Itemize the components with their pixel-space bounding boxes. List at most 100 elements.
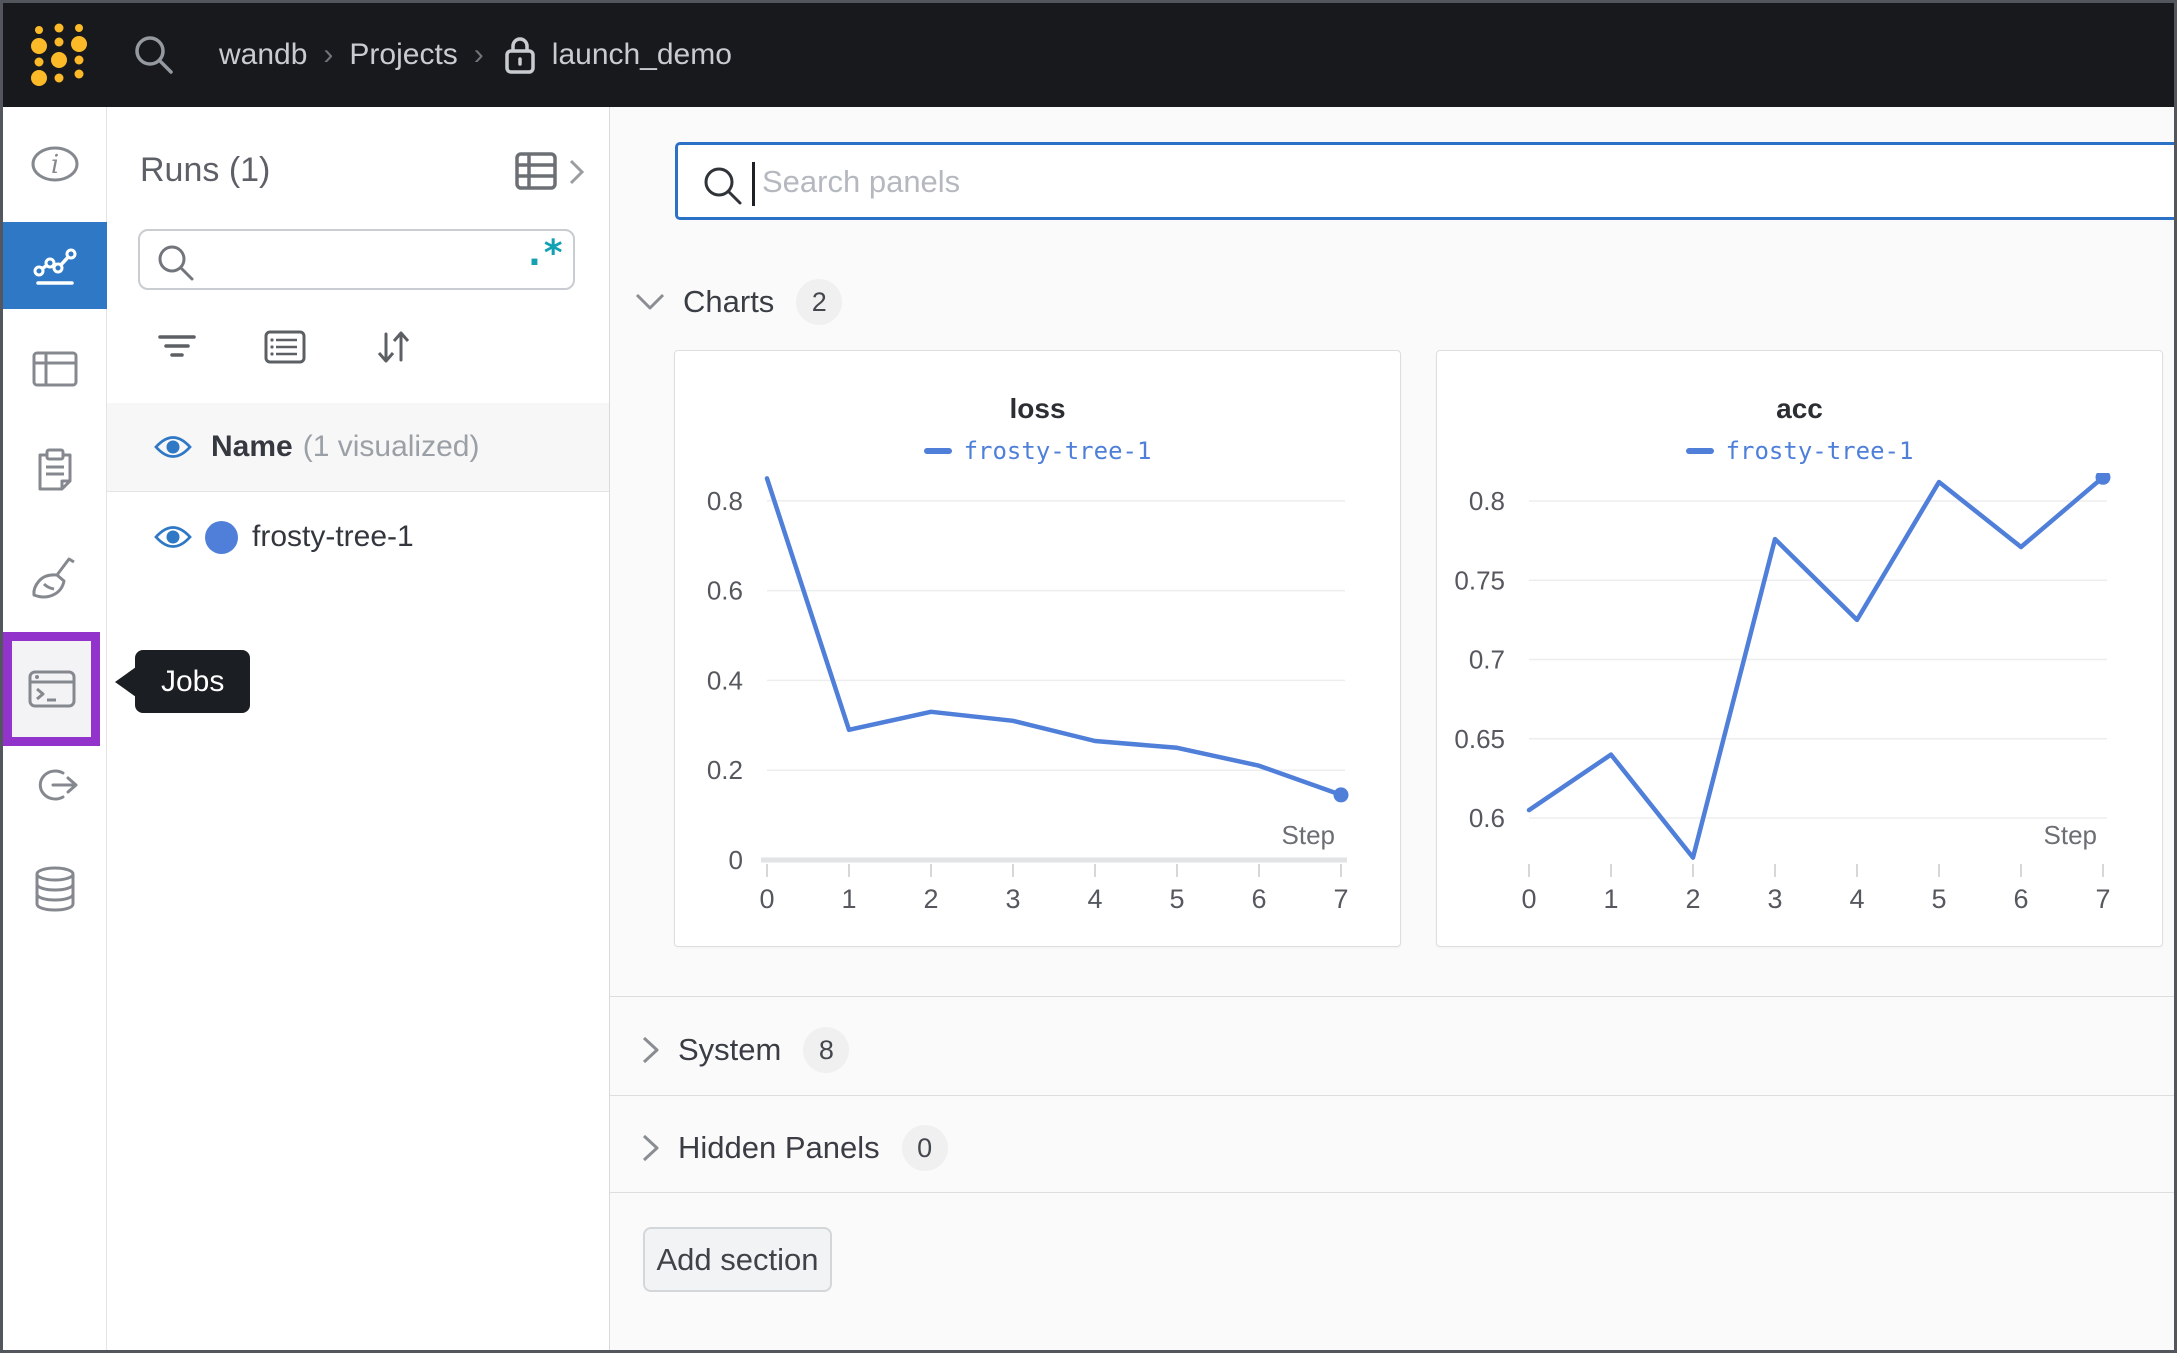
svg-text:0.6: 0.6	[1469, 803, 1505, 833]
divider	[610, 1095, 2174, 1096]
add-section-button[interactable]: Add section	[643, 1227, 832, 1292]
filter-button[interactable]	[147, 317, 207, 377]
panel-search-box	[675, 142, 2177, 220]
runs-search-input[interactable]	[210, 235, 500, 285]
chart-title: loss	[675, 393, 1400, 425]
runs-panel-title: Runs (1)	[140, 151, 270, 190]
runs-header-row[interactable]: Name (1 visualized)	[107, 403, 609, 491]
charts-row: loss frosty-tree-1 0 0.2 0.4 0.6 0.8 0 1 2 3 4 5 6 7…	[674, 350, 2163, 947]
sidebar-item-overview[interactable]: i	[3, 120, 107, 207]
acc-line-chart: 0.60.650.70.750.801234567Step	[1437, 473, 2164, 933]
runs-visualized-count: (1 visualized)	[303, 430, 480, 464]
regex-toggle-icon[interactable]: .*	[524, 233, 561, 274]
expand-runs-table-button[interactable]	[515, 151, 587, 193]
info-icon: i	[30, 144, 80, 184]
svg-text:i: i	[51, 150, 59, 180]
chevron-right-icon	[640, 1033, 662, 1067]
sidebar-item-workspace[interactable]	[3, 222, 107, 309]
section-hidden-panels[interactable]: Hidden Panels 0	[640, 1125, 948, 1171]
breadcrumb: wandb › Projects › launch_demo	[219, 33, 732, 77]
chart-panel-acc[interactable]: acc frosty-tree-1 0.60.650.70.750.801234…	[1436, 350, 2163, 947]
svg-text:2: 2	[923, 884, 938, 914]
section-system[interactable]: System 8	[640, 1027, 849, 1073]
breadcrumb-projects[interactable]: Projects	[349, 38, 457, 72]
section-system-count: 8	[803, 1027, 849, 1073]
svg-text:5: 5	[1931, 884, 1946, 914]
sidebar-item-jobs[interactable]	[3, 632, 100, 746]
clipboard-icon	[32, 447, 78, 495]
list-icon	[264, 330, 306, 364]
runs-table-icon	[515, 151, 565, 193]
search-icon	[156, 243, 196, 283]
sidebar-item-tables[interactable]	[3, 325, 107, 412]
svg-text:5: 5	[1169, 884, 1184, 914]
sidebar-item-reports[interactable]	[3, 427, 107, 514]
divider	[610, 996, 2174, 997]
text-cursor	[752, 162, 755, 206]
chevron-right-icon	[567, 155, 587, 189]
chevron-right-icon: ›	[474, 38, 484, 72]
svg-text:0.2: 0.2	[707, 755, 743, 785]
search-icon[interactable]	[131, 32, 177, 78]
runs-search-box: .*	[138, 229, 575, 290]
svg-text:0: 0	[729, 845, 743, 875]
svg-text:0.8: 0.8	[707, 486, 743, 516]
terminal-jobs-icon	[27, 668, 77, 710]
sidebar-item-artifacts[interactable]	[3, 845, 107, 932]
svg-text:Step: Step	[1282, 820, 1336, 850]
svg-text:6: 6	[2013, 884, 2028, 914]
divider	[610, 1192, 2174, 1193]
legend-dash-icon	[1686, 448, 1714, 454]
sidebar-item-launch[interactable]	[3, 741, 107, 828]
svg-text:2: 2	[1685, 884, 1700, 914]
svg-text:1: 1	[841, 884, 856, 914]
svg-text:7: 7	[2095, 884, 2110, 914]
run-color-dot	[205, 521, 238, 554]
runs-toolbar	[107, 317, 609, 377]
columns-button[interactable]	[255, 317, 315, 377]
breadcrumb-org[interactable]: wandb	[219, 38, 307, 72]
sort-button[interactable]	[363, 317, 423, 377]
left-sidebar: i	[3, 107, 107, 1350]
panel-search-input[interactable]	[762, 151, 2142, 213]
chevron-right-icon: ›	[323, 38, 333, 72]
line-chart-icon	[30, 243, 80, 289]
workspace-content: Charts 2 loss frosty-tree-1 0 0.2 0.4 0.6 0.…	[610, 107, 2174, 1350]
chart-legend: frosty-tree-1	[1437, 437, 2162, 465]
filter-icon	[158, 332, 196, 362]
run-name[interactable]: frosty-tree-1	[252, 520, 414, 554]
section-charts[interactable]: Charts 2	[633, 279, 842, 325]
run-row[interactable]: frosty-tree-1	[107, 492, 609, 582]
svg-text:7: 7	[1333, 884, 1348, 914]
top-navbar: wandb › Projects › launch_demo	[3, 3, 2174, 107]
chart-panel-loss[interactable]: loss frosty-tree-1 00.20.40.60.801234567…	[674, 350, 1401, 947]
svg-text:1: 1	[1603, 884, 1618, 914]
loss-line-chart: 00.20.40.60.801234567Step	[675, 473, 1402, 933]
chevron-right-icon	[640, 1131, 662, 1165]
legend-dash-icon	[924, 448, 952, 454]
svg-text:0: 0	[1521, 884, 1536, 914]
wandb-logo-icon[interactable]	[29, 22, 89, 88]
broom-icon	[30, 556, 80, 602]
table-icon	[31, 348, 79, 390]
svg-text:6: 6	[1251, 884, 1266, 914]
sort-arrows-icon	[373, 328, 413, 366]
visibility-eye-icon[interactable]	[153, 522, 193, 552]
breadcrumb-project[interactable]: launch_demo	[552, 38, 732, 72]
jobs-tooltip-label: Jobs	[161, 665, 224, 699]
jobs-tooltip: Jobs	[135, 650, 250, 713]
svg-text:0.75: 0.75	[1454, 565, 1505, 595]
chevron-down-icon	[633, 291, 667, 313]
svg-text:0.7: 0.7	[1469, 645, 1505, 675]
link-arrow-icon	[29, 765, 81, 805]
visibility-eye-icon[interactable]	[153, 432, 193, 462]
chart-legend: frosty-tree-1	[675, 437, 1400, 465]
section-system-label: System	[678, 1032, 781, 1068]
search-icon	[702, 165, 744, 207]
chart-title: acc	[1437, 393, 2162, 425]
svg-text:3: 3	[1767, 884, 1782, 914]
svg-text:4: 4	[1849, 884, 1864, 914]
svg-text:0.4: 0.4	[707, 665, 743, 695]
svg-text:0.65: 0.65	[1454, 724, 1505, 754]
sidebar-item-sweeps[interactable]	[3, 535, 107, 622]
